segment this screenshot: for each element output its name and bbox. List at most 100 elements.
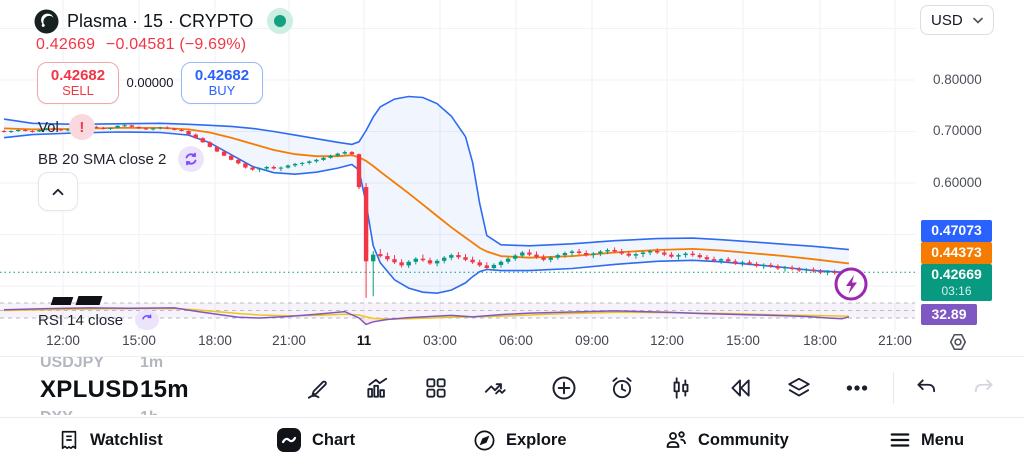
picker-row-above[interactable]: USDJPY 1m bbox=[40, 357, 260, 372]
currency-selector[interactable]: USD bbox=[920, 5, 994, 35]
time-axis-label: 18:00 bbox=[803, 333, 837, 348]
compare-button[interactable] bbox=[479, 372, 511, 404]
nav-community[interactable]: Community bbox=[664, 418, 789, 462]
alarm-clock-icon bbox=[612, 377, 632, 399]
explore-compass-icon bbox=[474, 430, 495, 450]
time-axis-label: 09:00 bbox=[575, 333, 609, 348]
symbol-title: Plasma · 15 · CRYPTO bbox=[67, 10, 254, 31]
community-people-icon bbox=[666, 431, 686, 448]
volume-legend[interactable]: Vol ! bbox=[38, 114, 95, 140]
sell-button[interactable]: 0.42682 SELL bbox=[37, 62, 119, 104]
symbol-timeframe-picker[interactable]: USDJPY 1m XPLUSD 15m DXY 1h bbox=[40, 357, 260, 415]
collapse-panel-button[interactable] bbox=[38, 172, 78, 211]
picker-row-below[interactable]: DXY 1h bbox=[40, 409, 260, 415]
bb-legend[interactable]: BB 20 SMA close 2 bbox=[38, 146, 205, 172]
time-axis-label: 12:00 bbox=[650, 333, 684, 348]
clipped-watermark-mark bbox=[75, 296, 103, 305]
clipped-watermark-mark bbox=[50, 297, 74, 305]
nav-chart-label: Chart bbox=[312, 430, 356, 449]
price-tag: 0.47073 bbox=[921, 220, 992, 242]
picker-symbol-below: DXY bbox=[40, 409, 140, 415]
menu-hamburger-icon bbox=[890, 433, 910, 447]
volume-label: Vol bbox=[38, 118, 59, 136]
nav-menu-label: Menu bbox=[921, 430, 965, 449]
price-axis-label: 0.60000 bbox=[933, 175, 982, 190]
plasma-logo-icon bbox=[34, 9, 59, 33]
chevron-down-icon bbox=[973, 17, 983, 24]
chart-settings-button[interactable] bbox=[944, 331, 972, 353]
spread-value: 0.00000 bbox=[126, 75, 174, 90]
indicators-icon bbox=[367, 377, 388, 398]
toolbar-divider bbox=[893, 372, 894, 404]
sell-price: 0.42682 bbox=[50, 66, 106, 84]
time-axis-label: 12:00 bbox=[46, 333, 80, 348]
draw-tool-button[interactable] bbox=[302, 372, 334, 404]
plus-circle-icon bbox=[552, 376, 576, 400]
layers-icon bbox=[788, 377, 810, 397]
time-axis-label: 18:00 bbox=[198, 333, 232, 348]
rewind-icon bbox=[731, 379, 750, 397]
last-price: 0.42669 bbox=[36, 36, 96, 53]
symbol-header[interactable]: Plasma · 15 · CRYPTO bbox=[34, 8, 294, 34]
price-tag: 32.89 bbox=[921, 304, 977, 325]
picker-tf-below: 1h bbox=[140, 409, 159, 415]
picker-symbol-above: USDJPY bbox=[40, 357, 105, 371]
time-axis-label: 15:00 bbox=[726, 333, 760, 348]
picker-tf-above: 1m bbox=[140, 357, 164, 371]
alert-button[interactable] bbox=[606, 372, 638, 404]
time-axis-label: 03:00 bbox=[423, 333, 457, 348]
time-axis-label: 15:00 bbox=[122, 333, 156, 348]
picker-tf-selected: 15m bbox=[140, 376, 189, 403]
market-open-dot-icon bbox=[274, 15, 287, 27]
rsi-label: RSI 14 close bbox=[38, 311, 124, 329]
price-tag: 0.42669 03:16 bbox=[921, 264, 992, 301]
rsi-legend[interactable]: RSI 14 close bbox=[38, 310, 160, 330]
time-axis-label: 21:00 bbox=[878, 333, 912, 348]
chevron-up-icon bbox=[52, 188, 64, 195]
price-tag: 0.44373 bbox=[921, 242, 992, 264]
currency-value: USD bbox=[931, 11, 963, 29]
objects-button[interactable] bbox=[783, 372, 815, 404]
nav-menu[interactable]: Menu bbox=[889, 418, 964, 462]
chart-type-button[interactable] bbox=[665, 372, 697, 404]
buy-button[interactable]: 0.42682 BUY bbox=[181, 62, 263, 104]
indicators-button[interactable] bbox=[361, 372, 393, 404]
redo-button[interactable] bbox=[968, 372, 1000, 404]
nav-community-label: Community bbox=[698, 430, 789, 449]
buy-label: BUY bbox=[208, 83, 236, 99]
nav-watchlist-label: Watchlist bbox=[90, 430, 163, 449]
nav-watchlist[interactable]: Watchlist bbox=[58, 418, 163, 462]
redo-icon bbox=[974, 379, 993, 393]
bottom-navigation: Watchlist Chart Explore Community Menu bbox=[0, 417, 1024, 462]
picker-row-selected[interactable]: XPLUSD 15m bbox=[40, 376, 260, 404]
time-axis-label: 11 bbox=[356, 333, 372, 348]
bb-label: BB 20 SMA close 2 bbox=[38, 150, 167, 168]
price-change: −0.04581 (−9.69%) bbox=[105, 36, 247, 53]
replay-button[interactable] bbox=[724, 372, 756, 404]
layouts-button[interactable] bbox=[420, 372, 452, 404]
nav-explore[interactable]: Explore bbox=[473, 418, 567, 462]
price-axis-label: 0.70000 bbox=[933, 123, 982, 138]
nav-chart[interactable]: Chart bbox=[276, 418, 355, 462]
section-divider bbox=[0, 356, 1024, 357]
price-axis-label: 0.80000 bbox=[933, 72, 982, 87]
time-axis-label: 21:00 bbox=[272, 333, 306, 348]
rsi-sync-icon[interactable] bbox=[135, 310, 160, 330]
sell-label: SELL bbox=[62, 83, 94, 99]
gear-icon bbox=[949, 333, 967, 351]
more-button[interactable] bbox=[841, 372, 873, 404]
undo-button[interactable] bbox=[910, 372, 942, 404]
vol-alert-icon[interactable]: ! bbox=[68, 114, 95, 140]
ellipsis-icon bbox=[846, 385, 868, 391]
bb-sync-icon[interactable] bbox=[178, 146, 205, 172]
pencil-icon bbox=[307, 380, 327, 399]
add-button[interactable] bbox=[548, 372, 580, 404]
market-status-halo bbox=[267, 8, 294, 34]
chart-icon bbox=[277, 428, 301, 452]
price-change-row: 0.42669 −0.04581 (−9.69%) bbox=[36, 36, 246, 54]
price-chart[interactable] bbox=[0, 0, 915, 332]
watchlist-icon bbox=[61, 430, 77, 450]
nav-explore-label: Explore bbox=[506, 430, 567, 449]
buy-price: 0.42682 bbox=[194, 66, 250, 84]
grid-layout-icon bbox=[426, 378, 446, 398]
